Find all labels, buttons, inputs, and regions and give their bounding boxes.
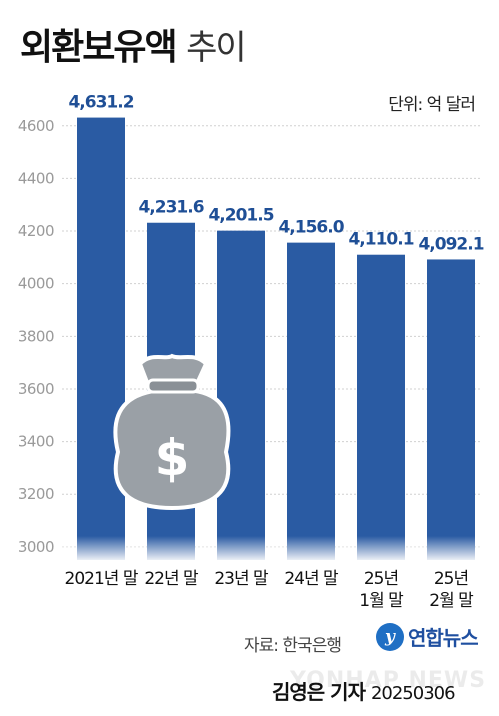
reporter-credit: 김영은 기자 20250306 — [272, 676, 456, 705]
y-tick-label: 4400 — [18, 169, 54, 187]
money-bag-icon: $ — [113, 353, 231, 511]
y-tick-label: 3800 — [18, 327, 54, 345]
bar-value-label: 4,110.1 — [348, 230, 413, 250]
bar — [77, 117, 125, 560]
credit-date: 20250306 — [370, 683, 456, 704]
logo-text: 연합뉴스 — [408, 626, 479, 650]
bar-value-label: 4,201.5 — [208, 206, 273, 226]
y-tick-label: 4000 — [18, 275, 54, 293]
x-tick-label: 23년 말 — [214, 569, 268, 589]
y-tick-label: 3200 — [18, 485, 54, 503]
yonhap-logo: y 연합뉴스 — [376, 622, 479, 651]
x-tick-label: 22년 말 — [144, 569, 198, 589]
bar — [217, 230, 265, 560]
chart-title: 외환보유액 추이 — [20, 18, 247, 70]
svg-text:$: $ — [155, 429, 190, 487]
bar — [427, 259, 475, 560]
bar-value-label: 4,631.2 — [68, 93, 133, 113]
logo-mark-icon: y — [376, 622, 404, 651]
bar-value-label: 4,231.6 — [138, 198, 203, 218]
x-tick-label: 25년 1월 말 — [359, 569, 404, 611]
bar — [287, 242, 335, 560]
y-tick-label: 3400 — [18, 433, 54, 451]
y-tick-label: 4600 — [18, 117, 54, 135]
bar-value-label: 4,092.1 — [418, 234, 483, 254]
x-tick-label: 2021년 말 — [64, 569, 139, 589]
title-main: 외환보유액 — [20, 27, 178, 68]
y-tick-label: 3000 — [18, 538, 54, 556]
bar-fade — [62, 536, 482, 560]
reporter-name: 김영은 기자 — [272, 680, 366, 704]
bar — [357, 254, 405, 561]
y-tick-label: 4200 — [18, 222, 54, 240]
source-label: 자료: 한국은행 — [244, 636, 342, 656]
bar-value-label: 4,156.0 — [278, 218, 344, 238]
x-tick-label: 24년 말 — [284, 569, 338, 589]
x-tick-label: 25년 2월 말 — [429, 569, 474, 611]
y-tick-label: 3600 — [18, 380, 54, 398]
unit-label: 단위: 억 달러 — [388, 95, 476, 115]
title-sub: 추이 — [186, 28, 247, 68]
